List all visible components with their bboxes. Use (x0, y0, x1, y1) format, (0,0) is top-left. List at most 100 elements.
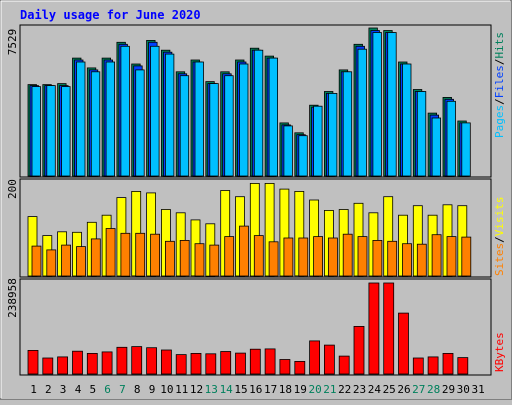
bar-kbytes-day-27 (412, 357, 424, 375)
bar-sites-day-3 (61, 244, 71, 277)
x-label-day-3: 3 (60, 383, 67, 396)
middle-panel-legend: Sites/Visits (493, 197, 506, 277)
bar-kbytes-day-23 (353, 325, 365, 375)
bar-pages-day-27 (416, 91, 427, 177)
x-label-day-30: 30 (457, 383, 470, 396)
bar-kbytes-day-16 (249, 348, 261, 375)
bar-kbytes-day-28 (427, 356, 439, 375)
bar-pages-day-9 (150, 45, 160, 177)
bar-kbytes-day-18 (279, 359, 291, 375)
x-label-day-14: 14 (220, 383, 234, 396)
legend-hits: Hits (493, 32, 506, 59)
bar-sites-day-12 (194, 243, 205, 277)
bar-pages-day-4 (76, 61, 86, 177)
chart-title: Daily usage for June 2020 (20, 8, 201, 22)
legend-visits: Visits (493, 197, 506, 237)
bar-pages-day-6 (105, 61, 115, 177)
bar-sites-day-13 (209, 244, 220, 277)
bar-kbytes-day-19 (294, 360, 306, 375)
bar-kbytes-day-8 (131, 346, 143, 375)
bar-kbytes-day-2 (42, 357, 54, 375)
x-label-day-6: 6 (104, 383, 111, 396)
bar-pages-day-15 (239, 63, 249, 177)
bar-kbytes-day-1 (27, 349, 39, 375)
bar-kbytes-day-30 (457, 357, 469, 375)
bar-sites-day-9 (150, 233, 161, 277)
bar-kbytes-day-12 (190, 352, 202, 375)
bar-sites-day-2 (46, 249, 57, 277)
bar-pages-day-7 (120, 45, 130, 177)
bar-sites-day-27 (416, 243, 427, 277)
bar-pages-day-14 (224, 75, 234, 177)
bar-pages-day-23 (357, 48, 367, 177)
bar-sites-day-22 (342, 233, 353, 277)
bar-sites-day-15 (239, 225, 249, 277)
x-label-day-28: 28 (427, 383, 440, 396)
x-label-day-24: 24 (368, 383, 382, 396)
x-label-day-2: 2 (45, 383, 52, 396)
legend-files: Files (493, 65, 506, 98)
bar-sites-day-1 (31, 245, 42, 277)
bar-kbytes-day-9 (146, 347, 158, 375)
bar-pages-day-21 (327, 93, 338, 177)
x-label-day-4: 4 (75, 383, 82, 396)
x-label-day-25: 25 (383, 383, 396, 396)
bar-pages-day-2 (46, 85, 56, 177)
bar-sites-day-5 (90, 238, 101, 277)
x-label-day-29: 29 (442, 383, 455, 396)
bar-sites-day-24 (372, 239, 383, 277)
bar-kbytes-day-25 (383, 282, 395, 375)
x-label-day-16: 16 (249, 383, 262, 396)
bar-sites-day-20 (313, 236, 324, 277)
x-label-day-27: 27 (412, 383, 425, 396)
bar-pages-day-22 (342, 71, 353, 177)
x-label-day-15: 15 (234, 383, 247, 396)
bar-kbytes-day-21 (323, 344, 335, 375)
x-label-day-26: 26 (397, 383, 410, 396)
bar-pages-day-11 (179, 75, 190, 177)
bar-sites-day-7 (120, 232, 131, 277)
bar-kbytes-day-26 (398, 312, 409, 375)
bar-sites-day-30 (461, 236, 472, 277)
x-label-day-8: 8 (134, 383, 141, 396)
bar-sites-day-10 (164, 240, 175, 277)
legend-kbytes: KBytes (493, 332, 506, 372)
bar-pages-day-20 (313, 105, 323, 177)
bar-pages-day-25 (387, 32, 397, 177)
bar-sites-day-11 (179, 239, 190, 277)
x-label-day-12: 12 (190, 383, 203, 396)
x-label-day-18: 18 (279, 383, 292, 396)
bar-kbytes-day-29 (442, 352, 454, 375)
legend-sites: Sites (493, 243, 506, 276)
bar-sites-day-28 (431, 234, 442, 277)
bar-kbytes-day-10 (160, 349, 172, 375)
bottom-panel-ymax-label: 238958 (6, 278, 19, 318)
bar-kbytes-day-24 (368, 282, 380, 375)
bar-sites-day-23 (357, 236, 368, 277)
bar-sites-day-26 (402, 243, 412, 277)
bar-sites-day-18 (283, 237, 294, 277)
bar-pages-day-28 (431, 117, 442, 177)
bars-layer (27, 27, 472, 375)
bar-kbytes-day-17 (264, 348, 276, 375)
legend-pages: Pages (493, 105, 506, 138)
top-panel-legend: Pages/Files/Hits (493, 32, 506, 138)
bar-kbytes-day-13 (205, 353, 217, 375)
x-label-day-1: 1 (30, 383, 37, 396)
bar-kbytes-day-6 (101, 351, 113, 375)
bar-sites-day-19 (298, 237, 309, 277)
bar-sites-day-6 (105, 228, 116, 277)
bar-kbytes-day-15 (235, 352, 246, 375)
x-label-day-23: 23 (353, 383, 366, 396)
x-label-day-19: 19 (294, 383, 307, 396)
bar-pages-day-26 (402, 63, 412, 177)
bar-pages-day-5 (90, 71, 101, 177)
x-label-day-5: 5 (89, 383, 96, 396)
top-panel-ymax-label: 7529 (6, 29, 19, 56)
bar-sites-day-16 (253, 235, 264, 277)
bar-kbytes-day-20 (309, 340, 321, 375)
bar-pages-day-17 (268, 57, 279, 177)
x-axis-day-labels: 1 2 3 4 5 6 7 8 9 10 11 12 13 14 15 16 17 18 19 20 21 22 23 24 2… (30, 383, 485, 396)
bar-sites-day-14 (224, 236, 235, 277)
